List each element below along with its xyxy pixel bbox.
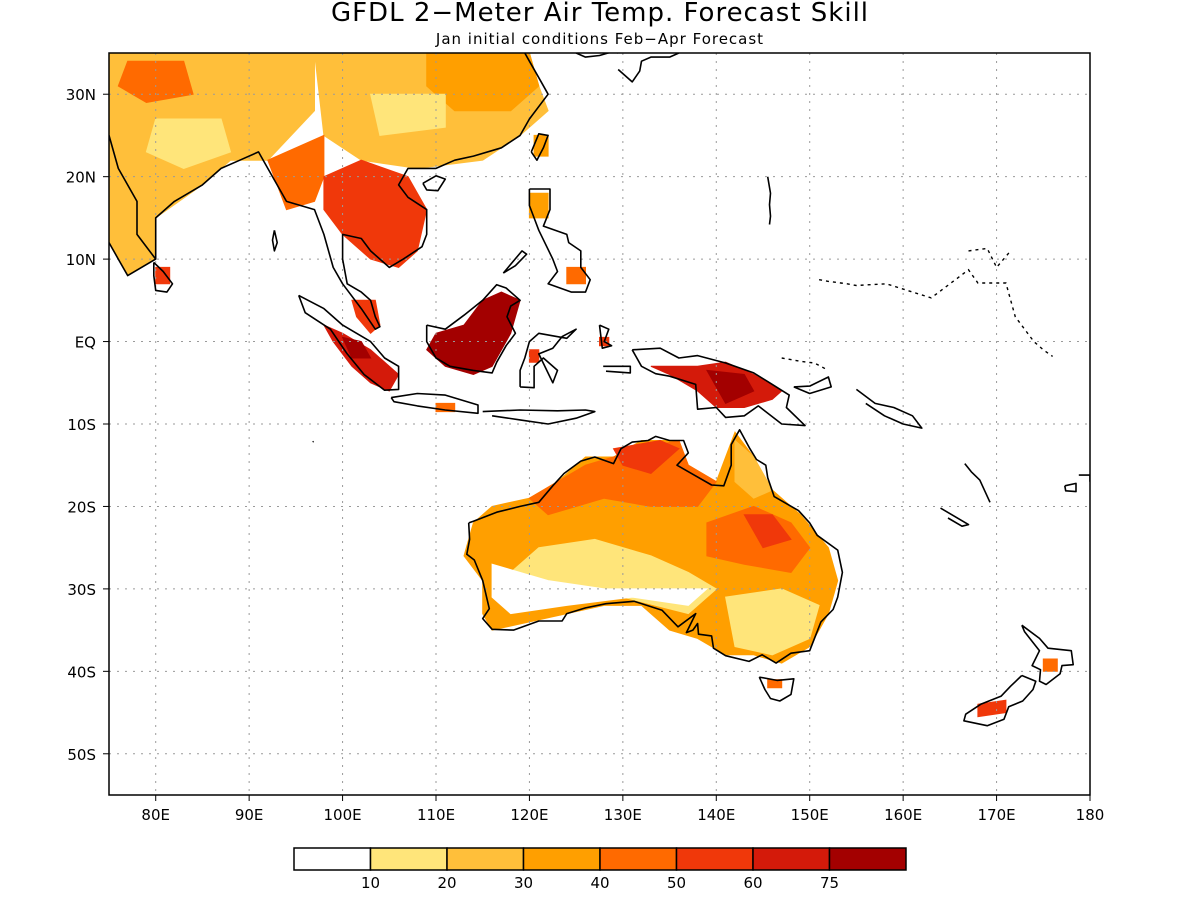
coastline-sumatra bbox=[297, 294, 400, 392]
skill-shading-layer bbox=[109, 53, 1058, 718]
tick-label-lat: EQ bbox=[75, 334, 96, 352]
skill-region-china-warm bbox=[426, 53, 540, 112]
colorbar-label: 75 bbox=[820, 874, 839, 892]
colorbar-swatch bbox=[752, 847, 831, 871]
tick-label-lon: 80E bbox=[141, 806, 170, 824]
colorbar-swatch bbox=[828, 847, 907, 871]
skill-region-india-high bbox=[117, 60, 194, 104]
coastline-sulawesi bbox=[519, 328, 577, 389]
coastline-vanuatu bbox=[964, 463, 991, 503]
tick-label-lat: 20S bbox=[67, 498, 96, 516]
coastline-australia bbox=[465, 428, 844, 664]
skill-region-india-low bbox=[145, 118, 232, 169]
tick-label-lon: 120E bbox=[510, 806, 548, 824]
tick-label-lat: 20N bbox=[66, 169, 96, 187]
plot-area bbox=[109, 53, 1090, 795]
coastline-lesser-sunda bbox=[482, 409, 596, 425]
skill-region-nz-south bbox=[977, 699, 1007, 718]
islands-micronesia bbox=[818, 268, 1054, 357]
coastline-marianas bbox=[766, 176, 772, 225]
colorbar: 10 20 30 40 50 60 75 bbox=[293, 847, 907, 892]
skill-region-new-guinea-core bbox=[705, 369, 755, 405]
coastline-palawan bbox=[502, 250, 528, 274]
skill-region-nz-north bbox=[1042, 658, 1058, 672]
tick-label-lon: 130E bbox=[604, 806, 642, 824]
skill-region-philippines bbox=[528, 192, 549, 219]
coastline-asia-mainland bbox=[109, 135, 157, 277]
tick-label-lon: 100E bbox=[324, 806, 362, 824]
skill-region-china-low bbox=[369, 93, 446, 136]
coastline-fiji bbox=[1064, 482, 1077, 493]
tick-label-lon: 150E bbox=[791, 806, 829, 824]
skill-region-borneo bbox=[426, 291, 521, 376]
coastline-philippines bbox=[528, 188, 592, 293]
colorbar-swatch bbox=[675, 847, 754, 871]
coastline-india-east-coast bbox=[154, 53, 549, 331]
islands-bismarck bbox=[781, 357, 829, 372]
coastline-nz-north bbox=[1021, 624, 1074, 686]
coastline-seram bbox=[603, 365, 632, 374]
skill-region-aus-interior-clear bbox=[491, 563, 709, 615]
tick-label-lon: 90E bbox=[235, 806, 264, 824]
tick-label-lat: 40S bbox=[67, 663, 96, 681]
tick-label-lon: 180 bbox=[1076, 806, 1105, 824]
coastline-new-britain bbox=[793, 376, 833, 395]
colorbar-swatch bbox=[599, 847, 678, 871]
skill-region-sumatra-core bbox=[341, 336, 372, 359]
colorbar-label: 40 bbox=[590, 874, 609, 892]
colorbar-swatch bbox=[446, 847, 525, 871]
skill-region-indochina bbox=[323, 159, 428, 268]
coastline-sri-lanka bbox=[153, 261, 174, 293]
coastline-tasmania bbox=[758, 676, 795, 702]
colorbar-swatch bbox=[293, 847, 372, 871]
latitude-ticks: 30N 20N 10N EQ 10S 20S 30S 40S 50S bbox=[66, 86, 109, 764]
coastline-nz-south bbox=[963, 674, 1037, 727]
skill-region-aus-top bbox=[612, 439, 680, 475]
tick-label-lat: 10S bbox=[67, 416, 96, 434]
map-title: GFDL 2−Meter Air Temp. Forecast Skill bbox=[331, 0, 869, 28]
skill-region-sulawesi bbox=[528, 349, 540, 363]
tick-label-lon: 160E bbox=[884, 806, 922, 824]
coastline-new-caledonia bbox=[940, 507, 970, 528]
coastline-fiji-2 bbox=[1078, 474, 1090, 482]
colorbar-label: 50 bbox=[667, 874, 686, 892]
tick-label-lon: 170E bbox=[978, 806, 1016, 824]
coastline-japan-south bbox=[617, 53, 680, 83]
colorbar-swatch bbox=[522, 847, 601, 871]
coastline-taiwan bbox=[530, 133, 549, 161]
coastline-hainan bbox=[422, 175, 447, 192]
skill-region-mindanao bbox=[566, 266, 586, 285]
tick-label-lat: 50S bbox=[67, 746, 96, 764]
islands-marshall bbox=[968, 247, 1012, 269]
coastline-borneo bbox=[425, 283, 521, 374]
coastline-new-guinea bbox=[631, 347, 806, 427]
longitude-ticks: 80E 90E 100E 110E 120E 130E 140E 150E 160E 170E 18… bbox=[141, 795, 1104, 824]
coastline-andaman bbox=[271, 230, 279, 252]
colorbar-label: 10 bbox=[361, 874, 380, 892]
coastlines bbox=[109, 53, 1090, 727]
coastline-solomons bbox=[855, 388, 923, 429]
skill-region-aus-cape bbox=[734, 439, 774, 499]
tick-label-lon: 110E bbox=[417, 806, 455, 824]
map-subtitle: Jan initial conditions Feb−Apr Forecast bbox=[435, 30, 764, 48]
colorbar-label: 20 bbox=[437, 874, 456, 892]
colorbar-swatch bbox=[369, 847, 448, 871]
tick-label-lat: 30S bbox=[67, 581, 96, 599]
coastline-korea bbox=[575, 53, 619, 58]
coastline-halmahera bbox=[598, 324, 613, 350]
tick-label-lon: 140E bbox=[697, 806, 735, 824]
colorbar-label: 60 bbox=[743, 874, 762, 892]
tick-label-lat: 10N bbox=[66, 251, 96, 269]
islands-cocos bbox=[312, 440, 315, 443]
colorbar-label: 30 bbox=[514, 874, 533, 892]
coastline-java bbox=[390, 392, 479, 415]
skill-region-sri-lanka bbox=[155, 266, 171, 285]
gridlines bbox=[109, 53, 1090, 795]
tick-label-lat: 30N bbox=[66, 86, 96, 104]
skill-region-aus-east-core bbox=[743, 514, 792, 549]
